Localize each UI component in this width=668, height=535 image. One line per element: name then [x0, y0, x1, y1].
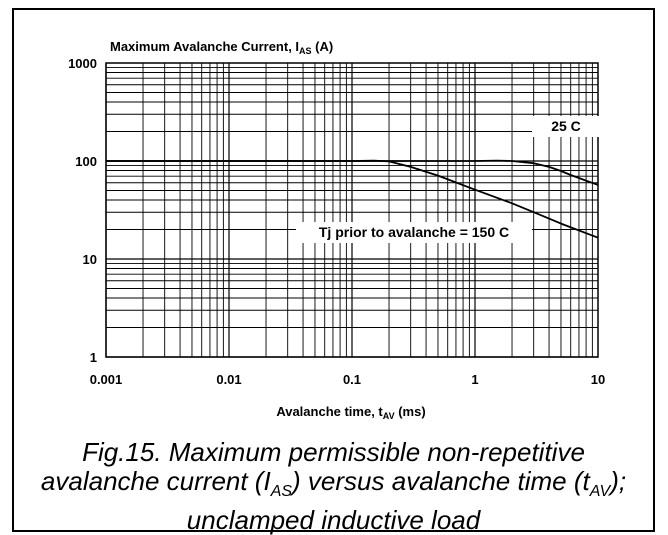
- series-group: [106, 159, 599, 239]
- y-tick-label: 1: [90, 350, 97, 365]
- annotations: 25 C Tj prior to avalanche = 150 C: [296, 116, 600, 243]
- annotation-bg: [296, 222, 532, 243]
- annotation-bg: [532, 116, 600, 137]
- avalanche-current-chart: 1 10 100 1000 0.001 0.01 0.1 1 10 25 C Tj prior t…: [68, 39, 605, 421]
- x-tick-label: 1: [471, 372, 478, 387]
- chart-title: Maximum Avalanche Current, IAS (A): [110, 39, 333, 56]
- x-tick-label: 10: [591, 372, 605, 387]
- y-tick-label: 100: [75, 154, 97, 169]
- caption-line-1: Fig.15. Maximum permissible non-repetiti…: [82, 437, 585, 467]
- x-tick-label: 0.001: [90, 372, 123, 387]
- figure-caption: Fig.15. Maximum permissible non-repetiti…: [12, 438, 655, 535]
- series-line-2: [106, 159, 599, 239]
- figure-frame: [12, 8, 655, 532]
- caption-line-2: avalanche current (IAS) versus avalanche…: [40, 466, 627, 501]
- y-tick-label: 10: [83, 252, 97, 267]
- caption-line-3: unclamped inductive load: [186, 505, 481, 535]
- x-tick-label: 0.1: [343, 372, 361, 387]
- tick-labels: 1 10 100 1000 0.001 0.01 0.1 1 10: [68, 56, 605, 387]
- annotation-150c: Tj prior to avalanche = 150 C: [319, 224, 509, 240]
- plot-border: [105, 62, 599, 358]
- annotation-25c: 25 C: [551, 118, 581, 134]
- x-axis-label: Avalanche time, tAV (ms): [276, 404, 425, 421]
- grid: [105, 63, 598, 358]
- y-tick-label: 1000: [68, 56, 97, 71]
- x-tick-label: 0.01: [216, 372, 241, 387]
